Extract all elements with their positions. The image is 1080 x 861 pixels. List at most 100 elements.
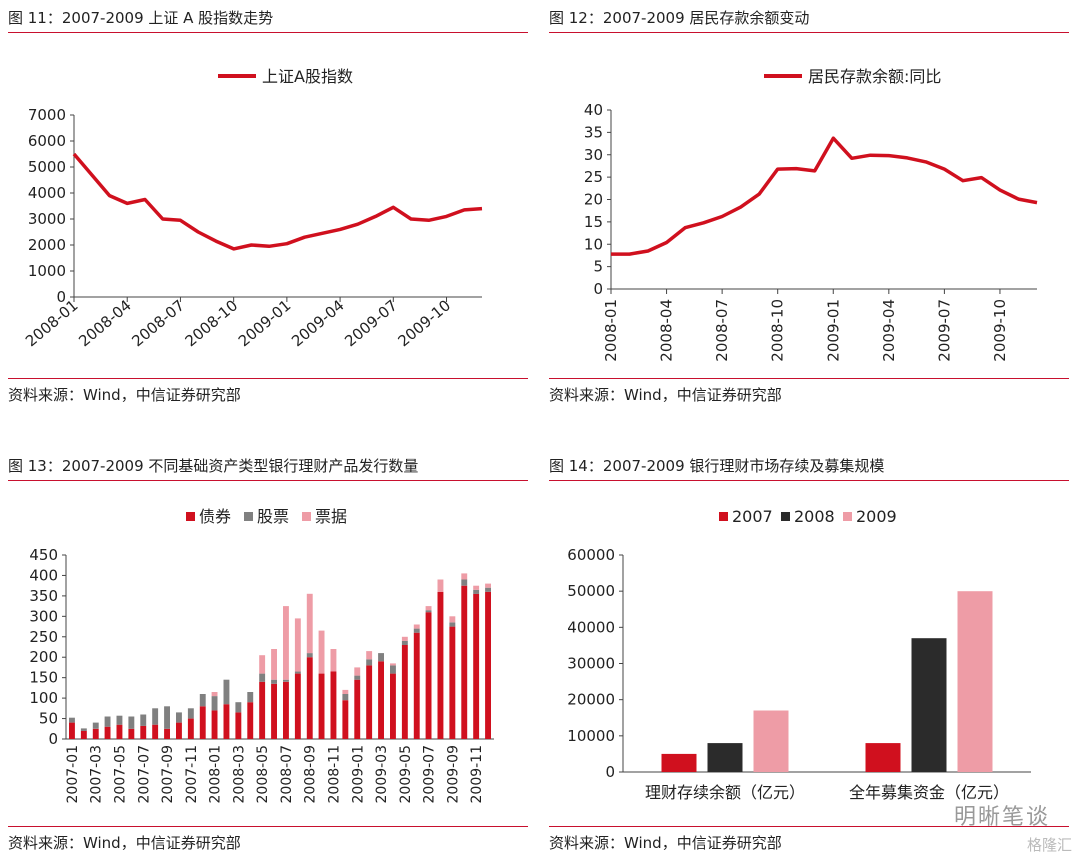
bar-segment bbox=[378, 661, 384, 739]
x-tick-label: 2009-11 bbox=[469, 745, 485, 804]
y-tick-label: 10 bbox=[584, 235, 603, 253]
x-tick-label: 2008-04 bbox=[658, 299, 676, 362]
y-tick-label: 7000 bbox=[28, 106, 66, 124]
bar-segment bbox=[271, 649, 277, 680]
bar-segment bbox=[199, 706, 206, 739]
panel-fig13: 图 13：2007-2009 不同基础资产类型银行理财产品发行数量 0 50 100… bbox=[8, 456, 528, 856]
x-tick-label: 2007-11 bbox=[184, 745, 200, 804]
y-tick-label: 300 bbox=[29, 607, 58, 625]
legend-label: 债券 bbox=[199, 507, 231, 526]
bar-segment bbox=[259, 655, 266, 674]
bar-segment bbox=[306, 653, 313, 658]
bar-segment bbox=[342, 694, 349, 701]
bar-segment bbox=[401, 640, 408, 645]
bar-segment bbox=[294, 618, 301, 672]
y-tick-label: 150 bbox=[29, 669, 58, 687]
x-tick-label: 2007-07 bbox=[136, 745, 152, 804]
bar-segment bbox=[366, 665, 373, 739]
bar-segment bbox=[187, 718, 194, 739]
x-tick-label: 2008-01 bbox=[22, 296, 82, 350]
bar-segment bbox=[128, 728, 135, 739]
bar-segment bbox=[390, 663, 396, 666]
legend-swatch bbox=[843, 512, 852, 521]
bar-segment bbox=[176, 722, 182, 739]
bar bbox=[911, 638, 947, 772]
y-tick-label: 50000 bbox=[567, 582, 615, 600]
legend-swatch bbox=[186, 512, 195, 521]
legend-label: 股票 bbox=[257, 507, 289, 526]
bar-segment bbox=[116, 715, 123, 725]
legend-label: 2009 bbox=[856, 507, 897, 526]
bar-segment bbox=[80, 730, 87, 739]
y-tick-label: 200 bbox=[29, 648, 58, 666]
bar-segment bbox=[69, 717, 75, 723]
bar-segment bbox=[473, 589, 480, 594]
y-tick-label: 30000 bbox=[567, 655, 615, 673]
bar-segment bbox=[294, 671, 301, 674]
y-tick-label: 5 bbox=[593, 258, 603, 276]
bar-segment bbox=[390, 673, 396, 739]
y-tick-label: 350 bbox=[29, 587, 58, 605]
y-tick-label: 1000 bbox=[28, 262, 66, 280]
bar-segment bbox=[187, 708, 194, 719]
bar-segment bbox=[342, 700, 349, 739]
bar bbox=[753, 710, 789, 772]
y-tick-label: 0 bbox=[605, 763, 615, 781]
x-tick-label: 2009-07 bbox=[422, 745, 438, 804]
bar-segment bbox=[401, 645, 408, 739]
y-tick-label: 25 bbox=[584, 168, 603, 186]
x-tick-label: 2007-01 bbox=[65, 745, 81, 804]
bar-segment bbox=[283, 606, 289, 680]
bar-segment bbox=[116, 724, 123, 739]
chart-fig13: 0 50 100 150 200 250 300 350 400 450 2007-01 2007-0… bbox=[29, 507, 494, 804]
bar-segment bbox=[485, 583, 491, 588]
x-tick-label: 2008-10 bbox=[182, 296, 242, 350]
bar-segment bbox=[401, 636, 408, 641]
bar-segment bbox=[235, 702, 242, 713]
y-tick-label: 450 bbox=[29, 546, 58, 564]
bar-segment bbox=[425, 612, 432, 739]
bar-segment bbox=[211, 696, 218, 711]
bar-segment bbox=[437, 579, 444, 592]
legend-swatch bbox=[244, 512, 253, 521]
y-tick-label: 0 bbox=[48, 730, 58, 748]
legend-swatch bbox=[719, 512, 728, 521]
bar-segment bbox=[128, 716, 135, 729]
bar-segment bbox=[164, 728, 170, 739]
bar-segment bbox=[330, 671, 337, 739]
chart-fig11: 010002000300040005000600070002008-012008… bbox=[22, 67, 483, 350]
y-tick-label: 40 bbox=[584, 101, 603, 119]
bar-segment bbox=[390, 665, 396, 674]
panel-fig11: 图 11：2007-2009 上证 A 股指数走势 0 1000 2000 3000 4… bbox=[8, 8, 528, 408]
x-tick-label: 2007-03 bbox=[89, 745, 105, 804]
panel-fig14: 图 14：2007-2009 银行理财市场存续及募集规模 0 10000 20000… bbox=[549, 456, 1069, 856]
bar-segment bbox=[140, 725, 147, 739]
y-tick-label: 5000 bbox=[28, 158, 66, 176]
bar-segment bbox=[259, 673, 266, 682]
bar-segment bbox=[211, 692, 218, 697]
bar-segment bbox=[247, 692, 254, 703]
bar-segment bbox=[354, 667, 361, 676]
figure-title: 图 12：2007-2009 居民存款余额变动 bbox=[549, 8, 1069, 33]
x-tick-label: 2008-01 bbox=[602, 299, 620, 362]
x-tick-label: 2009-07 bbox=[935, 299, 953, 362]
x-tick-label: 2008-07 bbox=[279, 745, 295, 804]
y-tick-label: 6000 bbox=[28, 132, 66, 150]
x-tick-label: 2008-01 bbox=[208, 745, 224, 804]
bar-segment bbox=[104, 716, 111, 727]
legend-label: 2007 bbox=[732, 507, 773, 526]
x-tick-label: 2008-07 bbox=[128, 296, 188, 350]
bar-segment bbox=[461, 573, 468, 580]
bar-segment bbox=[413, 628, 420, 633]
bar-segment bbox=[152, 724, 159, 739]
bar-segment bbox=[461, 585, 468, 739]
bar-segment bbox=[425, 606, 432, 611]
bar-segment bbox=[366, 651, 373, 660]
figure-source: 资料来源：Wind，中信证券研究部 bbox=[549, 378, 1069, 405]
y-tick-label: 400 bbox=[29, 566, 58, 584]
x-tick-label: 2008-09 bbox=[303, 745, 319, 804]
y-tick-label: 20000 bbox=[567, 691, 615, 709]
bar-segment bbox=[211, 710, 218, 739]
y-tick-label: 3000 bbox=[28, 210, 66, 228]
y-tick-label: 10000 bbox=[567, 727, 615, 745]
